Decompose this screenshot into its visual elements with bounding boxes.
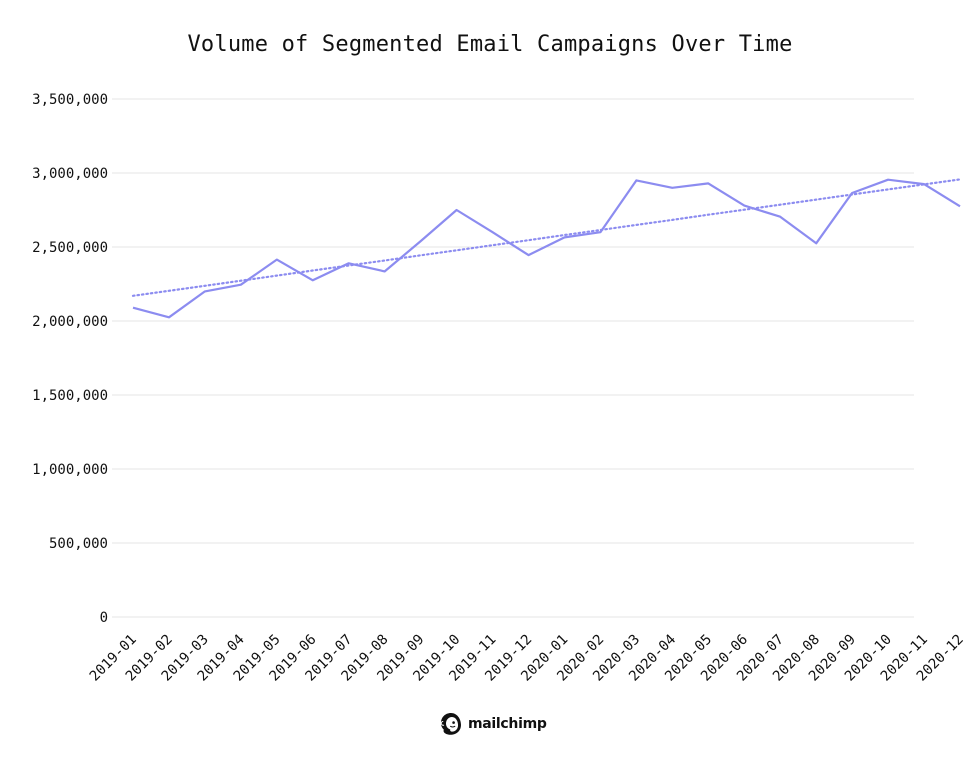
line-chart: 0 500,000 1,000,000 1,500,000 2,000,000 2,500…	[32, 92, 967, 685]
y-tick-label: 1,500,000	[32, 388, 108, 404]
gridlines	[112, 98, 914, 618]
y-tick-label: 1,000,000	[32, 462, 108, 478]
y-tick-label: 3,000,000	[32, 166, 108, 182]
y-tick-label: 500,000	[49, 536, 108, 552]
x-axis-ticks: 2019-012019-022019-032019-042019-052019-…	[87, 632, 967, 685]
y-tick-label: 3,500,000	[32, 92, 108, 108]
trendline	[131, 178, 962, 297]
y-tick-label: 2,000,000	[32, 314, 108, 330]
series-line	[132, 178, 961, 319]
brand-name: mailchimp	[468, 716, 547, 732]
y-tick-label: 0	[100, 610, 108, 626]
y-tick-label: 2,500,000	[32, 240, 108, 256]
chart-title: Volume of Segmented Email Campaigns Over…	[187, 32, 793, 57]
brand-footer: mailchimp	[438, 711, 547, 737]
mailchimp-freddie-icon	[440, 713, 461, 735]
y-axis-ticks: 0 500,000 1,000,000 1,500,000 2,000,000 2,500…	[32, 92, 108, 626]
series-lines	[131, 178, 962, 319]
